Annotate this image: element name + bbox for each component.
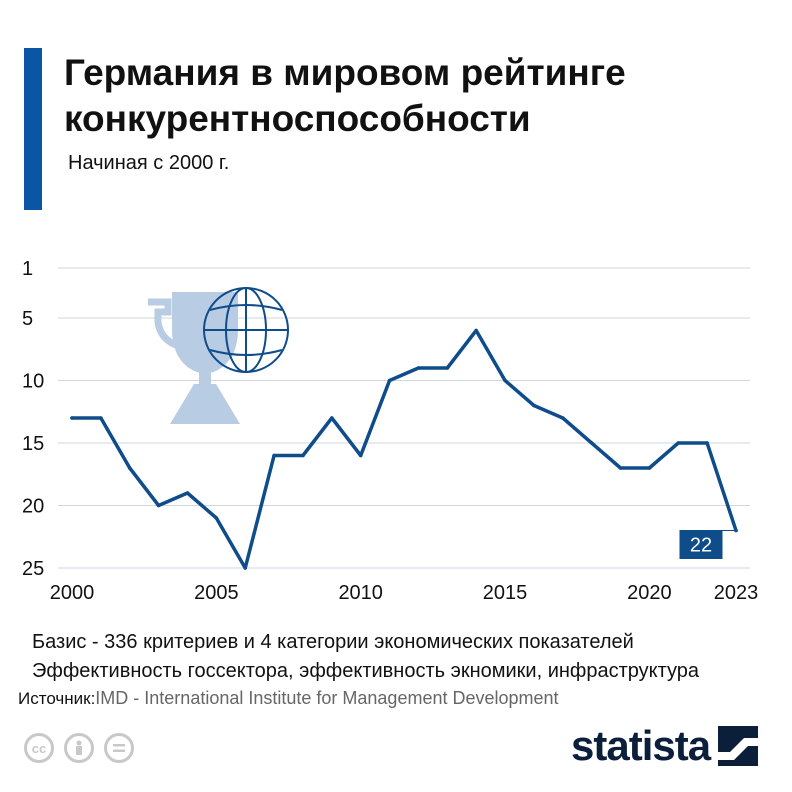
data-point	[618, 466, 623, 470]
y-tick-label: 10	[22, 371, 44, 393]
data-point	[127, 466, 132, 470]
x-tick-label: 2005	[194, 582, 239, 604]
title-accent-bar	[24, 48, 42, 210]
data-point	[301, 453, 305, 458]
y-tick-label: 20	[22, 496, 44, 518]
y-tick-label: 1	[22, 258, 33, 280]
data-point	[70, 416, 74, 420]
trophy-base	[170, 384, 240, 424]
basis-note: Базис - 336 критериев и 4 категории экон…	[32, 631, 634, 653]
data-point	[272, 453, 276, 458]
x-axis-ticks: 2000 2005 2010 2015 2020 2023	[50, 582, 759, 604]
x-tick-label: 2023	[714, 582, 759, 604]
series-layer	[70, 328, 738, 570]
y-tick-label: 5	[22, 308, 33, 330]
x-tick-label: 2020	[627, 582, 672, 604]
data-point	[532, 403, 536, 408]
x-tick-label: 2010	[338, 582, 383, 604]
grid-lines	[58, 267, 750, 569]
data-point	[560, 416, 565, 420]
data-point	[416, 366, 421, 370]
data-point	[185, 491, 190, 495]
data-point	[99, 416, 103, 420]
data-point	[243, 566, 248, 570]
y-tick-label: 25	[22, 558, 44, 580]
trophy-globe-icon	[148, 287, 289, 424]
chart-title: Германия в мировом рейтинге конкурентнос…	[64, 50, 764, 142]
data-point	[589, 441, 594, 445]
trophy-stem	[199, 372, 211, 386]
x-tick-label: 2015	[483, 582, 528, 604]
source-line: Источник:IMD - International Institute f…	[18, 688, 559, 709]
x-tick-label: 2000	[50, 582, 95, 604]
source-link[interactable]: IMD - International Institute for Manage…	[95, 688, 559, 708]
chart-title-line-2: конкурентноспособности	[64, 98, 531, 139]
categories-note: Эффективность госсектора, эффективность …	[32, 660, 700, 682]
source-label: Источник:	[18, 689, 96, 708]
cc-icon[interactable]: cc	[24, 733, 54, 763]
value-label-text: 22	[690, 535, 712, 557]
data-point	[705, 441, 709, 445]
annotation-layer: 22	[679, 530, 736, 559]
chart-title-line-1: Германия в мировом рейтинге	[64, 52, 626, 93]
data-point	[445, 366, 450, 370]
globe-parallel-top	[209, 304, 283, 311]
data-point	[503, 378, 507, 383]
data-point	[330, 416, 334, 420]
statista-logo[interactable]: statista	[571, 722, 759, 770]
y-tick-label: 15	[22, 433, 44, 455]
data-point	[676, 441, 681, 445]
series-line-0	[70, 328, 738, 570]
data-point	[214, 516, 219, 520]
by-icon[interactable]	[64, 733, 94, 763]
data-point	[647, 466, 652, 470]
statista-logo-icon	[718, 726, 759, 766]
value-label-box	[679, 530, 736, 559]
data-point	[474, 328, 478, 333]
data-point	[387, 378, 392, 383]
license-icons: cc	[24, 733, 134, 763]
nd-icon[interactable]	[104, 733, 134, 763]
chart-subtitle: Начиная с 2000 г.	[68, 152, 230, 174]
brand-name: statista	[571, 722, 711, 769]
globe-parallel-bottom	[209, 349, 283, 356]
data-point	[358, 453, 363, 458]
data-point	[156, 503, 161, 508]
